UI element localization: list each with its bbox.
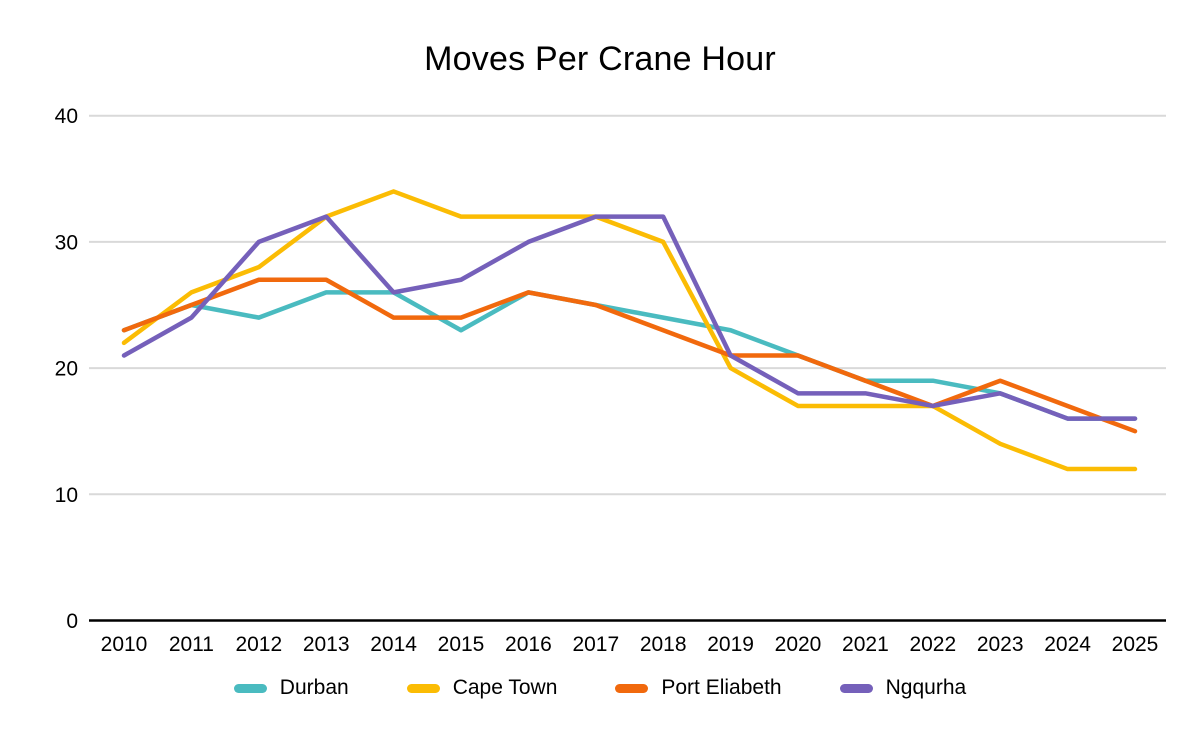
- legend-swatch-cape-town: [406, 683, 440, 693]
- y-tick-label-40: 40: [55, 105, 78, 128]
- x-tick-label-2011: 2011: [169, 633, 214, 656]
- legend-item-durban: Durban: [233, 676, 349, 700]
- legend-label-cape-town: Cape Town: [452, 676, 558, 699]
- y-tick-label-30: 30: [55, 231, 78, 254]
- series-line-ngqurha: [121, 214, 1138, 421]
- y-tick-label-10: 10: [55, 484, 78, 507]
- chart-title: Moves Per Crane Hour: [424, 40, 776, 78]
- x-tick-label-2015: 2015: [438, 633, 485, 656]
- legend-swatch-durban: [233, 683, 267, 693]
- y-tick-label-20: 20: [55, 358, 78, 381]
- x-tick-label-2016: 2016: [505, 633, 552, 656]
- legend: Durban Cape Town Port Eliabeth Ngqurha: [0, 676, 1200, 700]
- x-tick-label-2010: 2010: [101, 633, 148, 656]
- x-tick-label-2025: 2025: [1112, 633, 1159, 656]
- x-tick-label-2024: 2024: [1044, 633, 1091, 656]
- x-tick-label-2019: 2019: [707, 633, 754, 656]
- x-tick-label-2021: 2021: [842, 633, 889, 656]
- series-line-durban: [121, 290, 1138, 421]
- x-tick-label-2013: 2013: [303, 633, 350, 656]
- legend-item-ngqurha: Ngqurha: [839, 676, 967, 700]
- legend-item-cape-town: Cape Town: [406, 676, 558, 700]
- x-tick-label-2023: 2023: [977, 633, 1024, 656]
- x-tick-label-2022: 2022: [909, 633, 956, 656]
- x-tick-label-2018: 2018: [640, 633, 687, 656]
- legend-label-durban: Durban: [279, 676, 349, 699]
- series-line-cape-town: [121, 189, 1138, 472]
- legend-swatch-port-eliabeth: [615, 683, 649, 693]
- legend-label-ngqurha: Ngqurha: [885, 676, 967, 699]
- legend-swatch-ngqurha: [839, 683, 873, 693]
- legend-label-port-eliabeth: Port Eliabeth: [661, 676, 782, 699]
- series-line-port-eliabeth: [121, 277, 1138, 434]
- x-tick-label-2014: 2014: [370, 633, 417, 656]
- x-tick-label-2020: 2020: [775, 633, 822, 656]
- x-tick-label-2017: 2017: [572, 633, 619, 656]
- x-tick-label-2012: 2012: [235, 633, 282, 656]
- y-tick-label-0: 0: [66, 610, 78, 633]
- legend-item-port-eliabeth: Port Eliabeth: [615, 676, 782, 700]
